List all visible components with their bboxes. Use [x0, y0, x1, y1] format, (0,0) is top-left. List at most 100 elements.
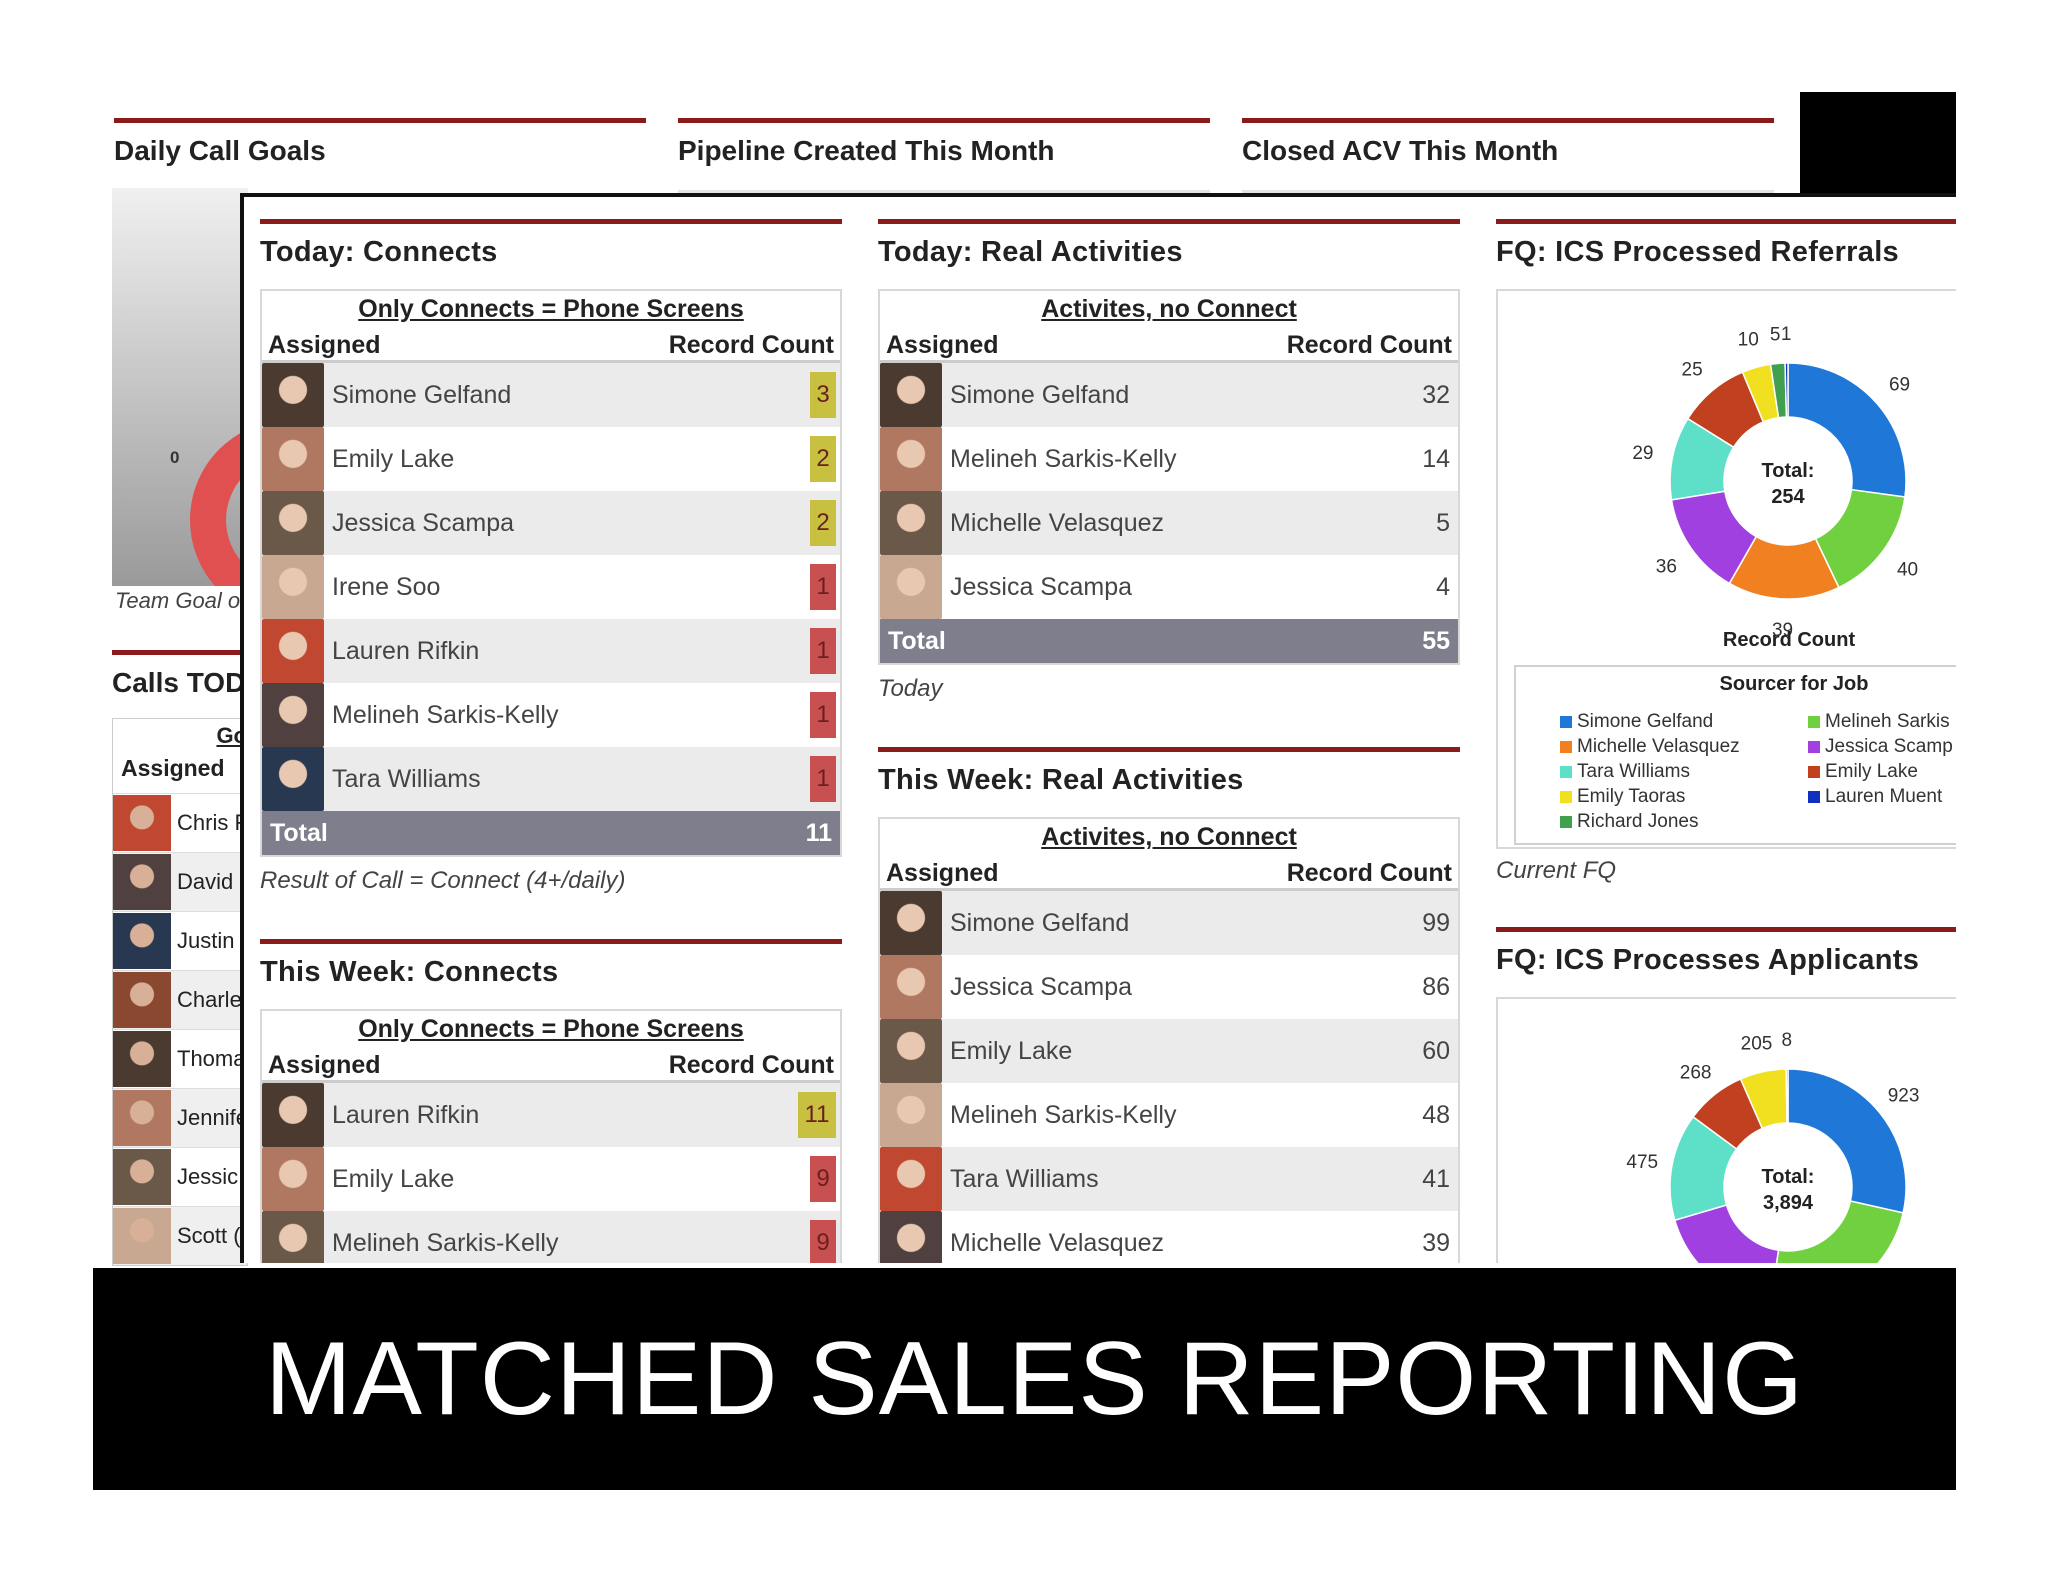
assignee-name[interactable]: Simone Gelfand — [950, 908, 1130, 937]
legend-swatch — [1560, 741, 1572, 753]
assignee-name[interactable]: Emily Lake — [950, 1036, 1073, 1065]
table-row[interactable]: Jessic — [113, 1147, 247, 1206]
table-row[interactable]: Melineh Sarkis-Kelly 1 — [262, 683, 840, 747]
assignee-name[interactable]: Melineh Sarkis-Kelly — [950, 444, 1177, 473]
today-connects-report: Only Connects = Phone Screens Assigned R… — [260, 289, 842, 857]
assignee-name[interactable]: Irene Soo — [332, 572, 441, 601]
avatar — [262, 555, 324, 619]
col-assigned: Assigned — [268, 331, 381, 359]
table-row[interactable]: Charle — [113, 970, 247, 1029]
referrals-donut-chart[interactable]: 69 40 39 36 29 25 10 5 1 Total: 254 — [1498, 291, 1956, 651]
table-row[interactable]: Emily Lake 2 — [262, 427, 840, 491]
table-row[interactable]: Simone Gelfand 99 — [880, 891, 1458, 955]
donut-center-text: 254 — [1771, 486, 1805, 508]
donut-slice[interactable] — [1784, 362, 1789, 418]
assignee-name[interactable]: Tara Williams — [950, 1164, 1099, 1193]
legend-item[interactable]: Richard Jones — [1560, 811, 1698, 833]
caller-name[interactable]: Scott ( — [177, 1223, 241, 1248]
report-title-link[interactable]: Only Connects = Phone Screens — [358, 1015, 744, 1043]
referrals-footer: Current FQ — [1496, 857, 1617, 884]
table-row[interactable]: Jessica Scampa 4 — [880, 555, 1458, 619]
assignee-name[interactable]: Emily Lake — [332, 444, 455, 473]
legend-item[interactable]: Emily Lake — [1808, 761, 1918, 783]
table-row[interactable]: Emily Lake 9 — [262, 1147, 840, 1211]
assignee-name[interactable]: Emily Lake — [332, 1164, 455, 1193]
assignee-name[interactable]: Lauren Rifkin — [332, 636, 480, 665]
table-row[interactable]: Michelle Velasquez 39 — [880, 1211, 1458, 1263]
table-row[interactable]: Jessica Scampa 86 — [880, 955, 1458, 1019]
donut-slice[interactable] — [1785, 1068, 1789, 1124]
table-row[interactable]: Irene Soo 1 — [262, 555, 840, 619]
assignee-name[interactable]: Melineh Sarkis-Kelly — [332, 1228, 559, 1257]
slice-value-label: 25 — [1682, 359, 1703, 380]
caller-name[interactable]: David I — [177, 869, 246, 894]
table-row[interactable]: Michelle Velasquez 5 — [880, 491, 1458, 555]
table-row[interactable]: Emily Lake 60 — [880, 1019, 1458, 1083]
caller-name[interactable]: Charle — [177, 987, 242, 1012]
legend-label: Richard Jones — [1577, 811, 1699, 832]
table-row[interactable]: Tara Williams 41 — [880, 1147, 1458, 1211]
assignee-name[interactable]: Melineh Sarkis-Kelly — [950, 1100, 1177, 1129]
banner-title: MATCHED SALES REPORTING — [265, 1320, 1804, 1437]
record-count: 32 — [1422, 380, 1450, 409]
applicants-donut-chart[interactable]: 9237725854752682058Total:3,894 — [1498, 999, 1956, 1263]
table-row[interactable]: Jennife — [113, 1088, 248, 1147]
legend-item[interactable]: Lauren Muent — [1808, 786, 1942, 808]
donut-slice[interactable] — [1787, 1068, 1907, 1214]
caller-name[interactable]: Thoma — [177, 1046, 246, 1071]
assignee-name[interactable]: Lauren Rifkin — [332, 1100, 480, 1129]
legend-item[interactable]: Jessica Scamp — [1808, 736, 1953, 758]
avatar — [880, 555, 942, 619]
avatar — [262, 683, 324, 747]
caller-name[interactable]: Jennife — [177, 1105, 248, 1130]
applicants-header: FQ: ICS Processes Applicants — [1496, 927, 1956, 977]
caller-name[interactable]: Justin — [177, 928, 235, 953]
caller-name[interactable]: Jessic — [177, 1164, 239, 1189]
table-row[interactable]: Chris F — [113, 793, 248, 852]
avatar — [262, 619, 324, 683]
assignee-name[interactable]: Tara Williams — [332, 764, 481, 793]
legend-item[interactable]: Emily Taoras — [1560, 786, 1685, 808]
legend-item[interactable]: Tara Williams — [1560, 761, 1690, 783]
assignee-name[interactable]: Jessica Scampa — [332, 508, 515, 537]
table-row[interactable]: Thoma — [113, 1029, 247, 1088]
table-row[interactable]: Lauren Rifkin 1 — [262, 619, 840, 683]
table-row[interactable]: Tara Williams 1 — [262, 747, 840, 811]
assignee-name[interactable]: Simone Gelfand — [950, 380, 1130, 409]
table-row[interactable]: Simone Gelfand 32 — [880, 363, 1458, 427]
table-row[interactable]: Justin — [113, 911, 247, 970]
report-title-link[interactable]: Only Connects = Phone Screens — [358, 295, 744, 323]
assignee-name[interactable]: Jessica Scampa — [950, 972, 1133, 1001]
assignee-name[interactable]: Melineh Sarkis-Kelly — [332, 700, 559, 729]
table-row[interactable]: Scott ( — [113, 1206, 247, 1265]
assignee-name[interactable]: Simone Gelfand — [332, 380, 512, 409]
caller-name[interactable]: Chris F — [177, 810, 248, 835]
table-row[interactable]: Simone Gelfand 3 — [262, 363, 840, 427]
assignee-name[interactable]: Jessica Scampa — [950, 572, 1133, 601]
table-row[interactable]: Melineh Sarkis-Kelly 14 — [880, 427, 1458, 491]
table-row[interactable]: Melineh Sarkis-Kelly 48 — [880, 1083, 1458, 1147]
table-row[interactable]: Melineh Sarkis-Kelly 9 — [262, 1211, 840, 1263]
report-title-link[interactable]: Activites, no Connect — [1041, 295, 1297, 323]
table-row[interactable]: David I — [113, 852, 247, 911]
week-connects-report: Only Connects = Phone Screens Assigned R… — [260, 1009, 842, 1263]
record-count: 5 — [1436, 508, 1450, 537]
report-title-link[interactable]: Activites, no Connect — [1041, 823, 1297, 851]
assignee-name[interactable]: Michelle Velasquez — [950, 1228, 1165, 1257]
legend-item[interactable]: Simone Gelfand — [1560, 711, 1713, 733]
avatar — [113, 1208, 171, 1264]
legend-swatch — [1808, 741, 1820, 753]
assignee-name[interactable]: Michelle Velasquez — [950, 508, 1165, 537]
week-activities-report: Activites, no Connect Assigned Record Co… — [878, 817, 1460, 1263]
legend-item[interactable]: Melineh Sarkis — [1808, 711, 1950, 733]
avatar — [113, 972, 171, 1028]
closed-acv-header: Closed ACV This Month — [1242, 118, 1774, 168]
report-column-headers: Assigned Record Count — [262, 327, 840, 363]
report-column-headers: Assigned Record Count — [262, 1047, 840, 1083]
col-record-count: Record Count — [1286, 331, 1452, 359]
gauge-min-label: 0 — [170, 448, 180, 467]
table-row[interactable]: Lauren Rifkin 11 — [262, 1083, 840, 1147]
legend-item[interactable]: Michelle Velasquez — [1560, 736, 1740, 758]
table-row[interactable]: Jessica Scampa 2 — [262, 491, 840, 555]
total-row: Total 55 — [880, 619, 1458, 663]
